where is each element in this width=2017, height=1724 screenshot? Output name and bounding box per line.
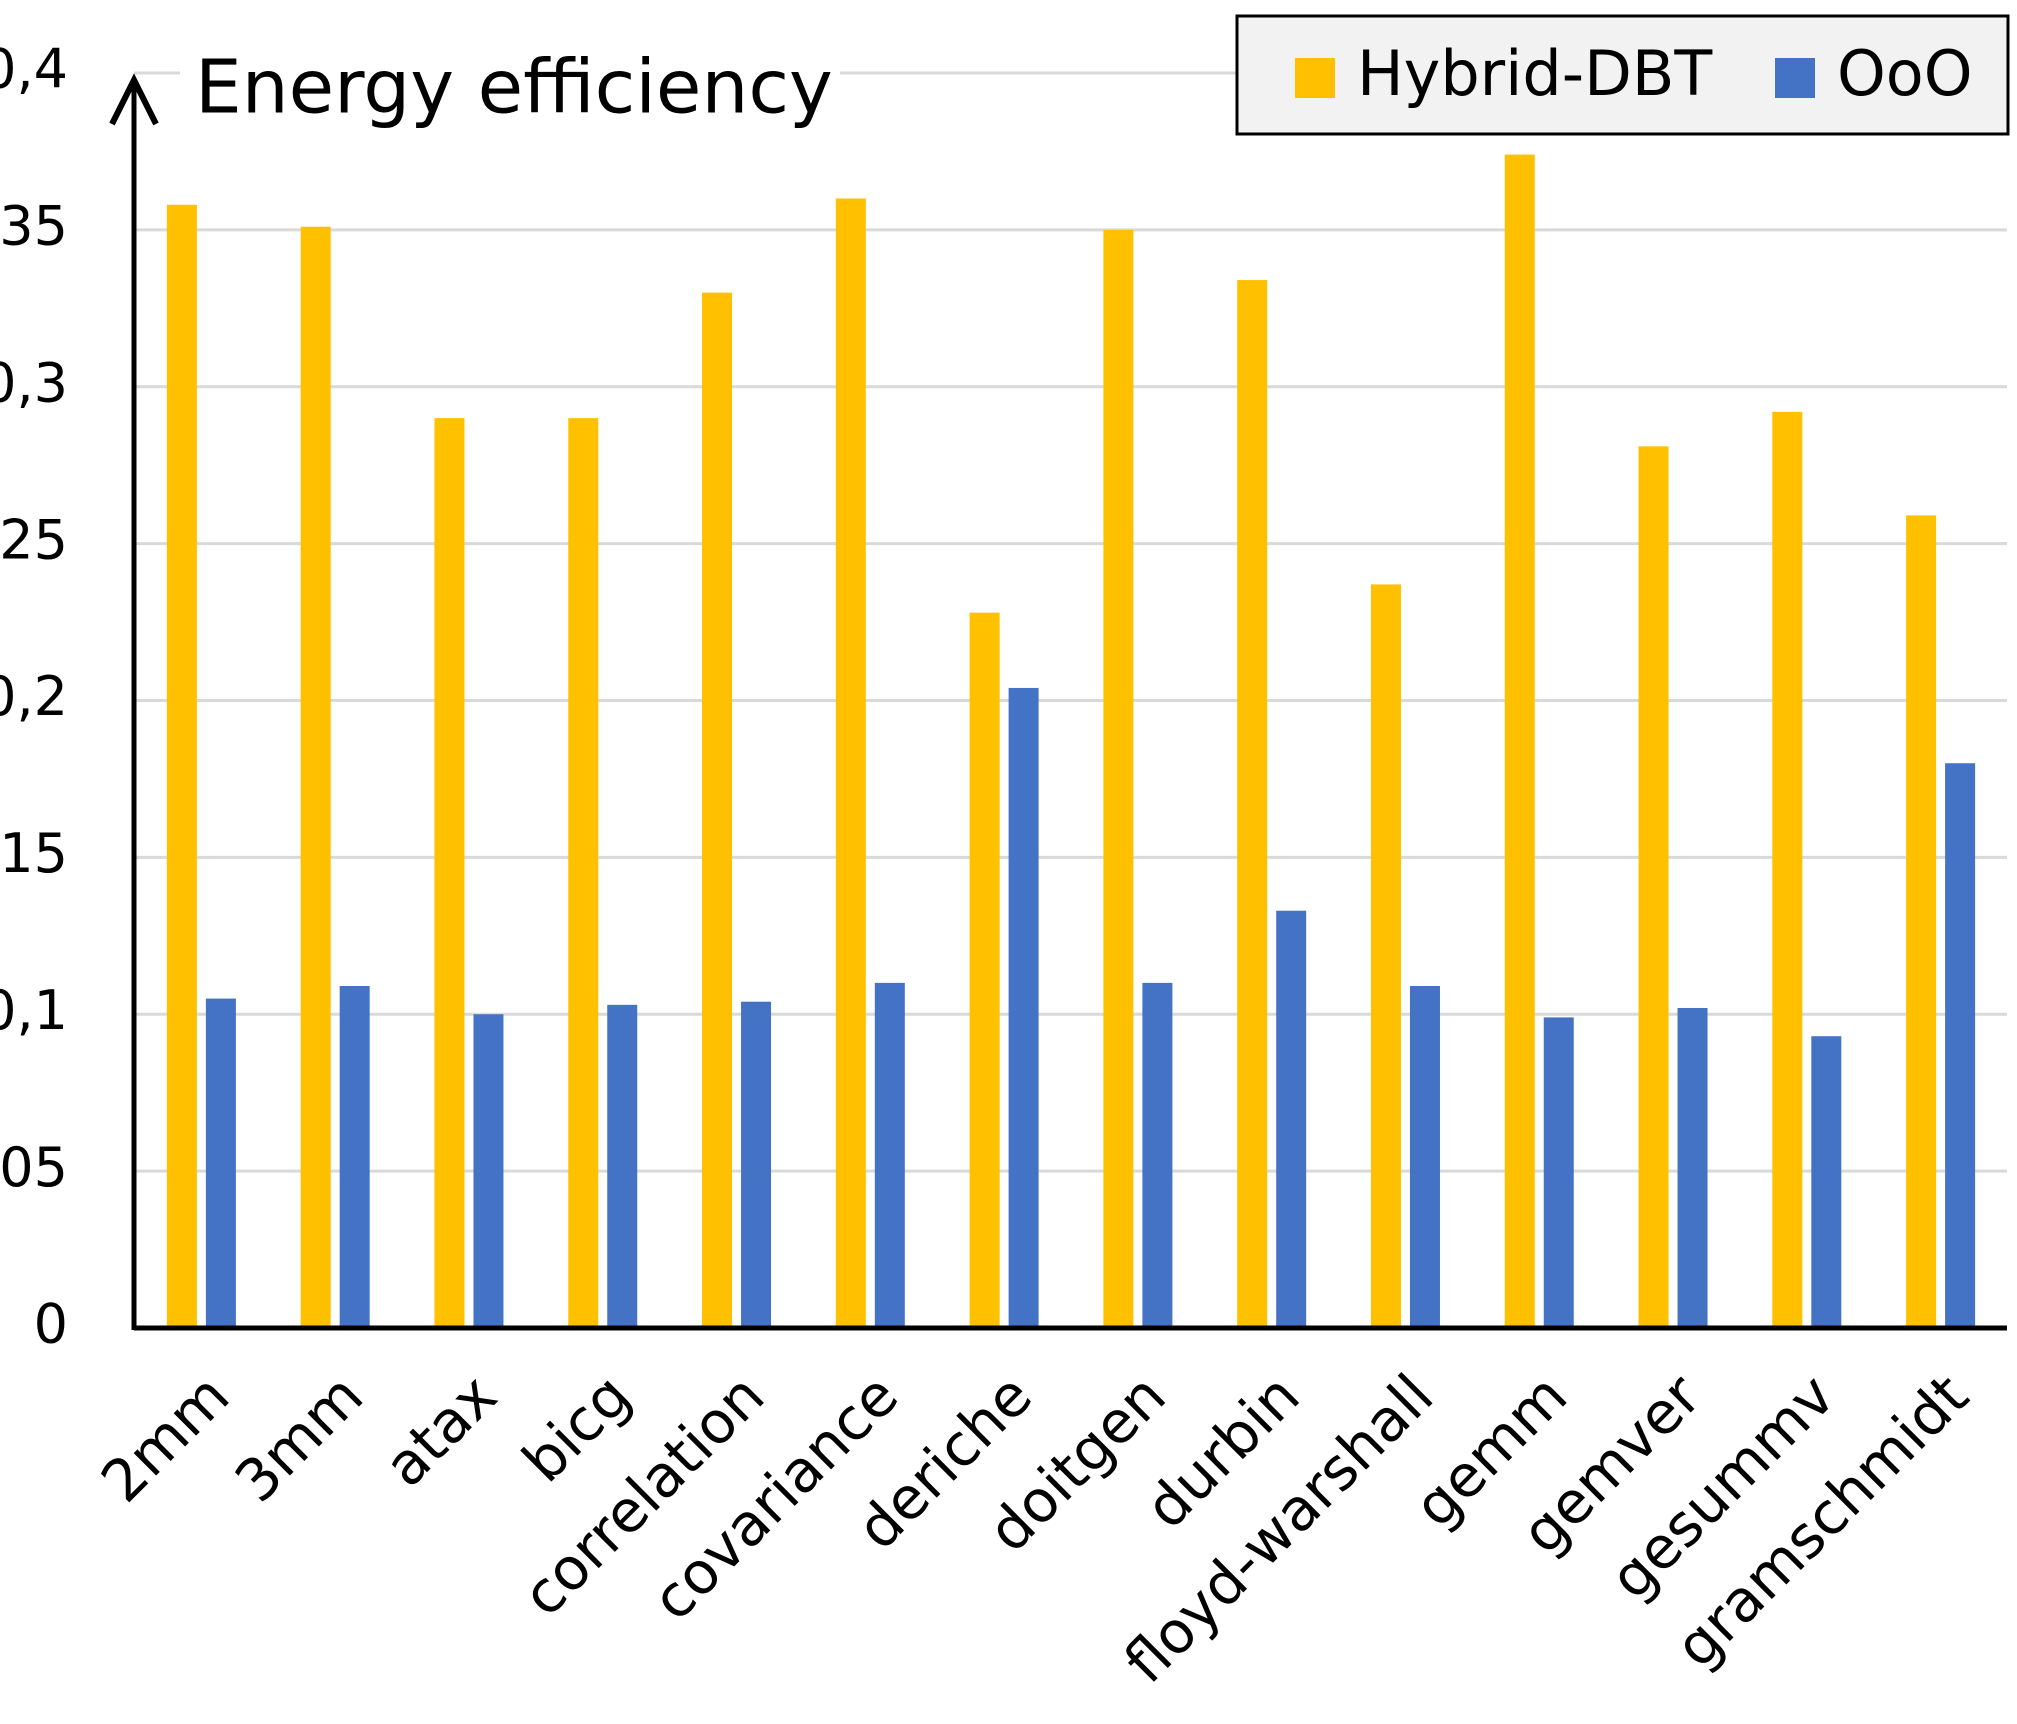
y-tick-label: 0,4 — [0, 38, 68, 101]
x-tick-label: 3mm — [222, 1361, 376, 1515]
bar — [969, 612, 1000, 1328]
title-background — [180, 40, 840, 130]
bar — [568, 418, 599, 1328]
legend-swatch — [1775, 58, 1815, 98]
bar — [1409, 986, 1440, 1328]
bars — [166, 154, 1976, 1329]
bar — [1008, 687, 1039, 1328]
bar — [702, 292, 733, 1328]
y-tick-label: 0 — [34, 1293, 68, 1356]
y-axis-arrow — [109, 73, 159, 126]
bar — [434, 418, 465, 1328]
legend-label: Hybrid-DBT — [1357, 37, 1713, 110]
bar — [339, 986, 370, 1328]
bar — [1677, 1007, 1708, 1328]
y-tick-label: 0,05 — [0, 1136, 68, 1199]
bar — [205, 998, 236, 1328]
y-tick-label: 0,35 — [0, 195, 68, 258]
bar — [166, 204, 197, 1328]
grid — [134, 71, 2007, 1173]
bar — [1370, 584, 1401, 1328]
bar — [1945, 763, 1976, 1328]
x-tick-label: 2mm — [88, 1361, 242, 1515]
x-tick-label: atax — [371, 1361, 510, 1500]
bar — [1504, 154, 1535, 1329]
y-tick-label: 0,3 — [0, 351, 68, 414]
bar — [607, 1004, 638, 1328]
bar — [1543, 1017, 1574, 1328]
bar — [835, 198, 866, 1328]
bar — [1103, 229, 1134, 1328]
bar — [300, 226, 331, 1328]
legend: Hybrid-DBT OoO — [1295, 37, 1973, 110]
y-tick-label: 0,25 — [0, 508, 68, 571]
bar — [473, 1014, 504, 1328]
bar — [1811, 1036, 1842, 1328]
legend-label: OoO — [1837, 37, 1973, 110]
legend-swatch — [1295, 58, 1335, 98]
y-tick-label: 0,1 — [0, 979, 68, 1042]
bar — [1638, 446, 1669, 1328]
bar — [741, 1001, 772, 1328]
bar — [1276, 910, 1307, 1328]
y-tick-label: 0,15 — [0, 822, 68, 885]
bar — [1772, 411, 1803, 1329]
legend-box — [1235, 14, 2010, 136]
bar — [874, 982, 905, 1328]
bar — [1237, 280, 1268, 1329]
chart-title: Energy efficiency — [195, 45, 833, 131]
y-tick-label: 0,2 — [0, 665, 68, 728]
bar — [1906, 515, 1937, 1328]
bar — [1142, 982, 1173, 1328]
